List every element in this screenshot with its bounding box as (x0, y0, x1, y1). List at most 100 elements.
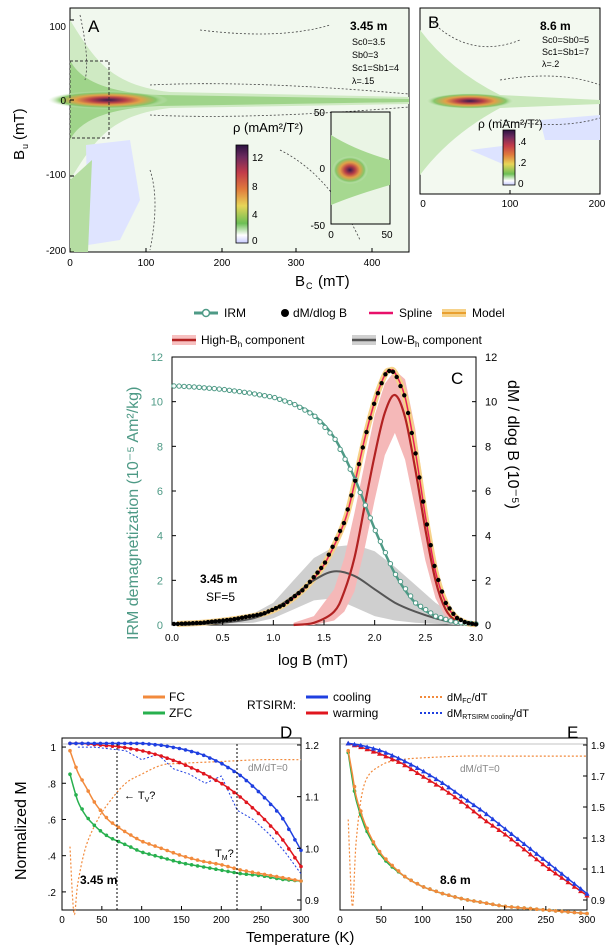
c-xtick-label: 2.5 (418, 633, 432, 644)
dm-dlogb-point (232, 616, 237, 622)
fc-point (141, 839, 145, 844)
irm-point (272, 394, 278, 401)
warming-point (256, 811, 261, 816)
zfc-point (171, 858, 176, 863)
dm-dlogb-point (398, 383, 403, 389)
legend-dm-label: dM/dlog B (293, 306, 347, 320)
zfc-point (214, 867, 218, 871)
fc-point (497, 903, 501, 908)
irm-point (201, 385, 207, 391)
irm-point (297, 404, 303, 410)
cooling-point (370, 746, 376, 751)
cooling-point (395, 755, 402, 761)
irm-point (277, 396, 283, 402)
fc-point (547, 908, 552, 913)
dm-dlogb-point (326, 552, 331, 557)
zfc-point (135, 848, 139, 852)
high-bh-component-line (293, 393, 477, 627)
fc-point (183, 855, 188, 859)
dm-dlogb-point (330, 544, 335, 549)
fc-point (110, 821, 115, 825)
c-ytick-left-label: 12 (151, 352, 163, 364)
panel-a-ytick-m100: -100 (46, 170, 66, 181)
cooling-point (515, 836, 521, 841)
irm-point (246, 390, 253, 396)
panel-ab-tickmarks (69, 19, 601, 253)
fc-point (293, 878, 297, 882)
zfc-point (129, 845, 133, 849)
panel-a-ytick-0: 0 (60, 96, 66, 107)
cbar-a-tick-2: 4 (252, 210, 258, 221)
warming-point (546, 866, 552, 871)
fc-point (541, 908, 545, 912)
dm-dlogb-point (236, 616, 241, 621)
zfc-point (122, 842, 127, 847)
fc-point (165, 848, 169, 853)
dm-dlogb-point (307, 579, 313, 584)
cooling-point (80, 741, 84, 746)
warming-point (268, 824, 273, 828)
cooling-point (584, 891, 590, 896)
fc-point (86, 789, 90, 793)
panel-a-green-vertical (70, 160, 92, 252)
zfc-point (201, 865, 206, 869)
panel-e-plot-area (339, 737, 588, 911)
fc-point (256, 871, 261, 876)
fc-point (208, 860, 212, 865)
zfc-point (74, 793, 78, 797)
dm-dlogb-point (183, 621, 188, 626)
irm-point (327, 430, 333, 436)
legend-low-label: Low-Bh component (381, 333, 483, 349)
warming-point (490, 823, 496, 828)
panel-a-zoom-box (69, 60, 110, 139)
panel-a-xtick-200: 200 (214, 258, 231, 269)
irm-point (453, 619, 459, 625)
fc-point (572, 910, 577, 915)
cooling-point (509, 831, 515, 836)
panel-a-xlabel-unit: (mT) (318, 273, 350, 290)
irm-point (332, 436, 338, 442)
cooling-point (129, 741, 133, 746)
fc-point (359, 809, 363, 813)
temp-ytick-label: .2 (48, 888, 57, 899)
fc-point (491, 902, 495, 907)
panel-a-ylabel: B u (mT) (11, 108, 30, 160)
irm-point (241, 389, 248, 395)
legend-zfc-label: ZFC (169, 706, 193, 720)
cooling-point (268, 802, 273, 807)
panel-c-ylabel-left: IRM demagnetization (10⁻⁵ Am²/kg) (125, 387, 142, 640)
cooling-point (534, 851, 540, 856)
irm-point (236, 388, 243, 395)
dm-dlogb-point (270, 607, 275, 613)
fc-point (465, 898, 470, 902)
dm-dlogb-point (198, 620, 203, 626)
cooling-point (408, 762, 414, 767)
irm-point (181, 383, 187, 390)
temp-xtick-label: 300 (293, 915, 310, 926)
panel-c-xlabel: log B (mT) (278, 652, 348, 669)
dm-dlogb-point (243, 614, 248, 620)
dm-dlogb-point (292, 593, 297, 599)
cooling-point (250, 784, 255, 788)
warming-point (299, 864, 303, 869)
panel-d-dmdt-label: dM/dT=0 (248, 763, 288, 774)
cooling-point (433, 776, 439, 782)
temp-ytick-right-label: 1.1 (305, 793, 319, 804)
fc-point (459, 896, 464, 901)
panel-b-xtick-200: 200 (589, 199, 606, 210)
c-ytick-left-label: 8 (157, 441, 163, 453)
panel-b-param-1: Sc1=Sb1=7 (542, 47, 589, 57)
low-bh-confidence-band (182, 544, 476, 625)
panel-a-xtick-100: 100 (138, 258, 155, 269)
temp-xtick-label: 0 (337, 915, 343, 926)
warming-point (189, 766, 194, 770)
inset-ytick-2: -50 (311, 221, 326, 232)
cooling-point (553, 866, 559, 871)
dm-dlogb-point (360, 445, 365, 450)
fc-point (560, 909, 564, 914)
panel-b-zero-contours (429, 19, 601, 125)
zfc-point (208, 866, 212, 870)
panel-a-xtick-0: 0 (67, 258, 73, 269)
warming-point (509, 836, 515, 842)
dm-dlogb-point (356, 461, 362, 467)
